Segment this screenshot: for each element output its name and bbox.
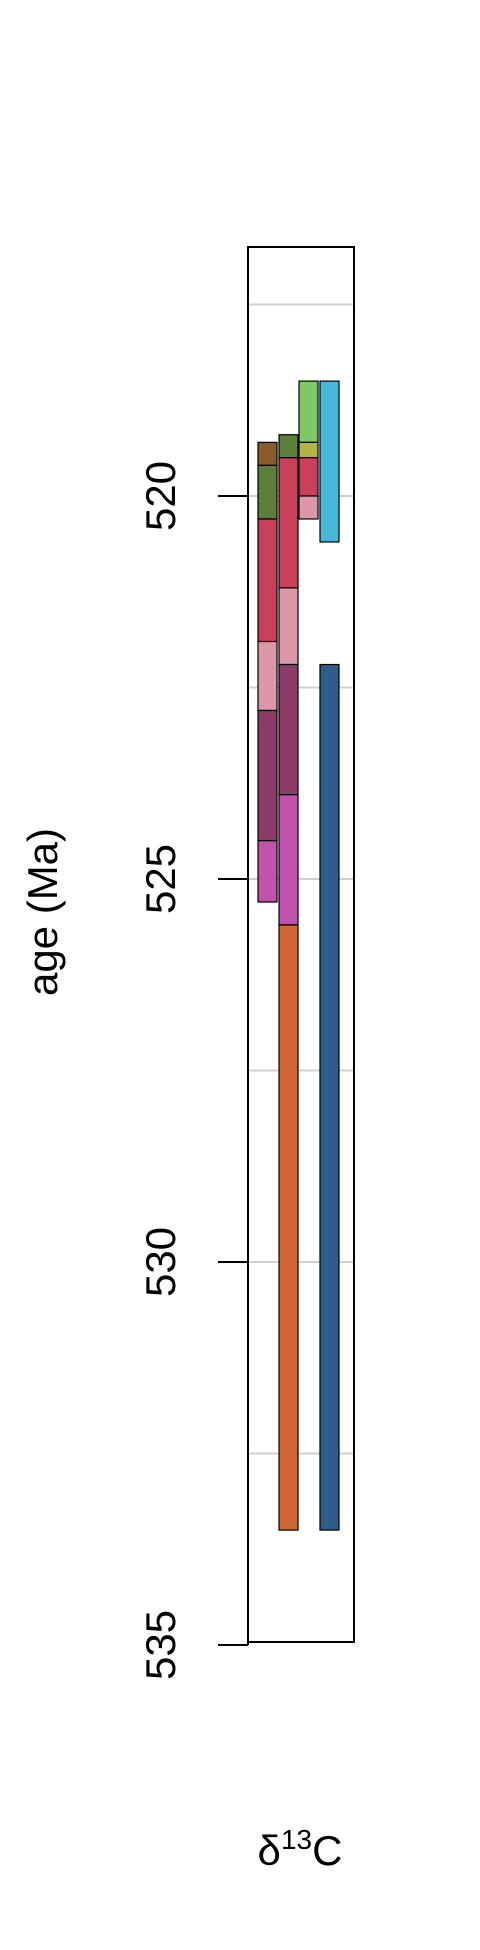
range-bar-segment — [298, 380, 319, 443]
y-tick-label: 520 — [137, 461, 184, 531]
range-bar-segment — [278, 924, 299, 1531]
range-bar-segment — [278, 434, 299, 459]
y-tick-label: 535 — [137, 1610, 184, 1680]
range-bar-segment — [257, 640, 278, 712]
x-axis-label-superscript: 13 — [281, 1824, 312, 1855]
y-tick-label: 525 — [137, 844, 184, 914]
range-bar-segment — [257, 840, 278, 903]
range-bar-segment — [278, 457, 299, 589]
x-axis-label-delta: δ — [258, 1827, 281, 1874]
range-bar-segment — [298, 495, 319, 520]
range-bar-segment — [278, 587, 299, 666]
column-4 — [319, 380, 340, 1531]
x-axis-label-tail: C — [312, 1827, 342, 1874]
range-bar-segment — [319, 380, 340, 543]
range-bar-segment — [257, 518, 278, 643]
range-bar-segment — [257, 441, 278, 466]
column-2 — [278, 434, 299, 1531]
range-bar-segment — [278, 794, 299, 926]
range-bar-segment — [278, 663, 299, 796]
range-bar-segment — [298, 457, 319, 497]
range-bar-segment — [298, 441, 319, 459]
range-bars — [257, 380, 340, 1531]
column-3 — [298, 380, 319, 520]
range-bar-segment — [319, 663, 340, 1531]
range-bar-segment — [257, 709, 278, 842]
y-axis-label: age (Ma) — [19, 828, 66, 996]
range-bar-segment — [257, 464, 278, 520]
x-axis-label: δ13C — [258, 1824, 343, 1874]
y-axis: 520 525 530 535 — [137, 461, 249, 1680]
y-tick-label: 530 — [137, 1227, 184, 1297]
column-1 — [257, 441, 278, 903]
